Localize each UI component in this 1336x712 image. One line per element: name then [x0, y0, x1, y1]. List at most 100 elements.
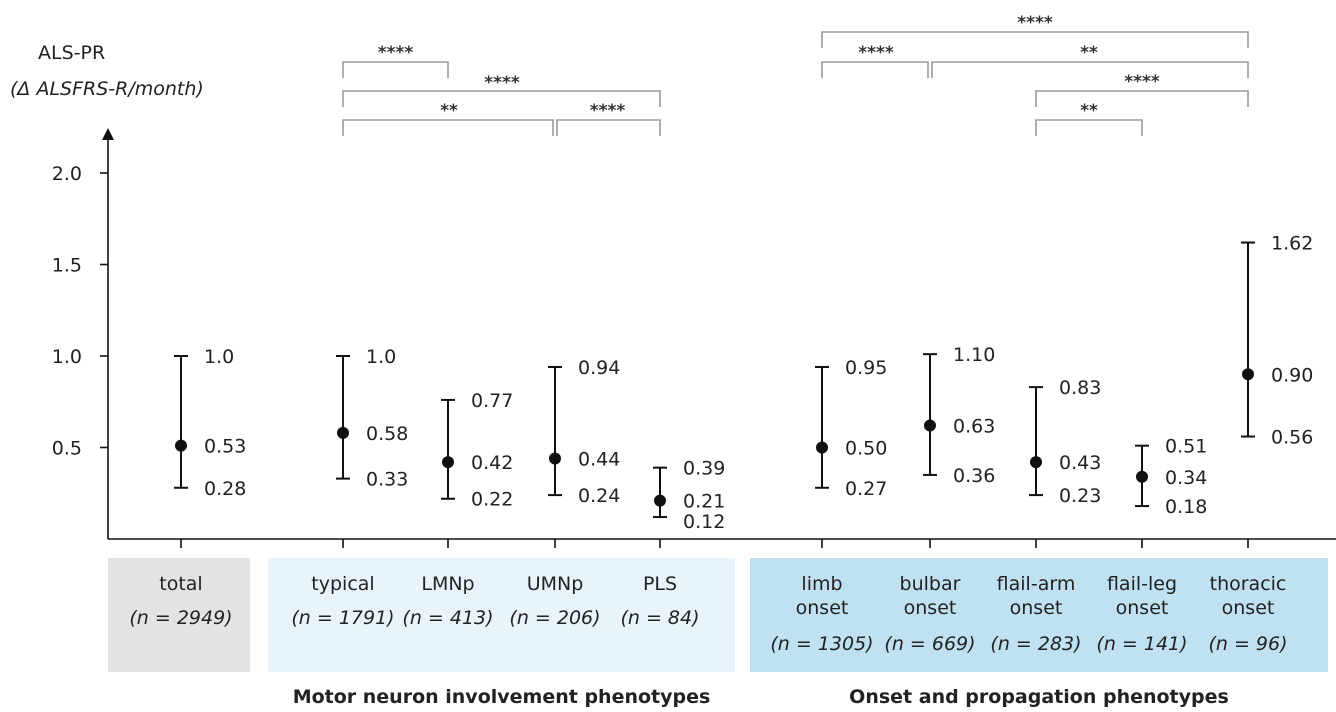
significance-bracket — [342, 119, 554, 136]
category-name-line2: onset — [1009, 597, 1063, 619]
lower-value-label: 0.56 — [1271, 427, 1313, 449]
median-value-label: 0.43 — [1059, 452, 1101, 474]
category-label: LMNp (n = 413) — [393, 572, 503, 630]
category-count: (n = 2949) — [129, 607, 233, 629]
median-point-5 — [816, 441, 828, 454]
median-point-7 — [1030, 456, 1042, 469]
category-count: (n = 1791) — [291, 607, 395, 629]
median-point-2 — [442, 456, 454, 469]
significance-bracket — [342, 90, 661, 107]
median-value-label: 0.34 — [1165, 467, 1207, 489]
y-axis-arrow — [102, 128, 114, 140]
category-name: thoracic — [1209, 573, 1287, 595]
median-value-label: 0.50 — [845, 438, 887, 460]
category-count: (n = 96) — [1208, 633, 1288, 655]
onset-panel — [750, 558, 1328, 672]
total-panel — [108, 558, 250, 672]
upper-value-label: 1.62 — [1271, 233, 1313, 255]
median-point-6 — [924, 419, 936, 432]
category-name: typical — [311, 573, 375, 595]
median-point-0 — [175, 439, 187, 452]
y-axis-label: ALS-PR — [38, 42, 106, 64]
lower-value-label: 0.18 — [1165, 496, 1207, 518]
significance-bracket — [821, 61, 929, 78]
category-count: (n = 84) — [620, 607, 700, 629]
significance-bracket — [556, 119, 661, 136]
upper-value-label: 0.39 — [683, 458, 725, 480]
median-value-label: 0.53 — [204, 436, 246, 458]
category-label: total (n = 2949) — [126, 572, 236, 630]
median-value-label: 0.44 — [578, 448, 620, 470]
upper-value-label: 1.0 — [366, 346, 396, 368]
group-title-onset: Onset and propagation phenotypes — [849, 686, 1229, 708]
category-count: (n = 1305) — [770, 633, 874, 655]
significance-stars: ** — [1080, 43, 1098, 63]
median-value-label: 0.90 — [1271, 364, 1313, 386]
significance-bracket — [1035, 90, 1249, 107]
category-label: PLS (n = 84) — [605, 572, 715, 630]
category-label: flail-arm onset (n = 283) — [981, 572, 1091, 656]
significance-bracket — [1035, 119, 1143, 136]
median-value-label: 0.21 — [683, 491, 725, 513]
category-count: (n = 669) — [884, 633, 976, 655]
category-name-line2: onset — [795, 597, 849, 619]
category-name: limb — [801, 573, 843, 595]
category-label: UMNp (n = 206) — [500, 572, 610, 630]
significance-stars: ** — [440, 101, 458, 121]
category-name: UMNp — [526, 573, 584, 595]
significance-stars: **** — [484, 73, 520, 93]
upper-value-label: 0.51 — [1165, 436, 1207, 458]
median-value-label: 0.58 — [366, 423, 408, 445]
significance-bracket — [821, 31, 1249, 48]
y-tick-label: 1.0 — [52, 346, 82, 368]
lower-value-label: 0.27 — [845, 478, 887, 500]
median-value-label: 0.63 — [953, 416, 995, 438]
upper-value-label: 0.95 — [845, 357, 887, 379]
upper-value-label: 1.0 — [204, 346, 234, 368]
y-tick-label: 1.5 — [52, 255, 82, 277]
upper-value-label: 0.94 — [578, 357, 620, 379]
upper-value-label: 0.83 — [1059, 377, 1101, 399]
upper-value-label: 0.77 — [471, 390, 513, 412]
category-count: (n = 413) — [402, 607, 494, 629]
category-name: total — [159, 573, 203, 595]
significance-bracket — [931, 61, 1249, 78]
category-count: (n = 283) — [990, 633, 1082, 655]
significance-stars: **** — [858, 43, 894, 63]
significance-bracket — [342, 61, 449, 78]
lower-value-label: 0.28 — [204, 478, 246, 500]
category-label: typical (n = 1791) — [288, 572, 398, 630]
lower-value-label: 0.22 — [471, 489, 513, 511]
median-point-4 — [654, 494, 666, 507]
median-point-9 — [1242, 368, 1254, 381]
category-label: flail-leg onset (n = 141) — [1087, 572, 1197, 656]
category-name-line2: onset — [903, 597, 957, 619]
category-name: LMNp — [421, 573, 475, 595]
category-count: (n = 206) — [509, 607, 601, 629]
group-title-motor: Motor neuron involvement phenotypes — [292, 686, 711, 708]
upper-value-label: 1.10 — [953, 344, 995, 366]
motor-neuron-panel — [268, 558, 735, 672]
y-tick-label: 0.5 — [52, 438, 82, 460]
lower-value-label: 0.12 — [683, 511, 725, 533]
significance-stars: **** — [590, 101, 626, 121]
significance-stars: ** — [1080, 101, 1098, 121]
category-label: thoracic onset (n = 96) — [1193, 572, 1303, 656]
category-name: PLS — [642, 573, 678, 595]
median-value-label: 0.42 — [471, 452, 513, 474]
median-point-8 — [1136, 470, 1148, 483]
category-name-line2: onset — [1221, 597, 1275, 619]
lower-value-label: 0.24 — [578, 485, 620, 507]
category-label: bulbar onset (n = 669) — [875, 572, 985, 656]
median-point-1 — [337, 426, 349, 439]
significance-stars: **** — [1124, 72, 1160, 92]
category-label: limb onset (n = 1305) — [767, 572, 877, 656]
category-name-line2: onset — [1115, 597, 1169, 619]
median-point-3 — [549, 452, 561, 465]
category-count: (n = 141) — [1096, 633, 1188, 655]
lower-value-label: 0.36 — [953, 465, 995, 487]
category-name: flail-leg — [1106, 573, 1178, 595]
significance-stars: **** — [378, 43, 414, 63]
y-axis-unit: (Δ ALSFRS-R/month) — [10, 78, 204, 100]
